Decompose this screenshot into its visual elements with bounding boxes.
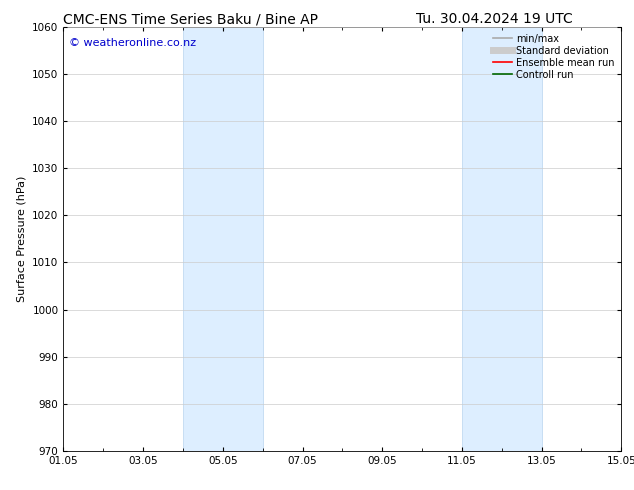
Bar [462,27,541,451]
Text: CMC-ENS Time Series Baku / Bine AP: CMC-ENS Time Series Baku / Bine AP [63,12,318,26]
Legend: min/max, Standard deviation, Ensemble mean run, Controll run: min/max, Standard deviation, Ensemble me… [491,32,616,81]
Text: Tu. 30.04.2024 19 UTC: Tu. 30.04.2024 19 UTC [416,12,573,26]
Bar [183,27,262,451]
Text: © weatheronline.co.nz: © weatheronline.co.nz [69,38,196,48]
Y-axis label: Surface Pressure (hPa): Surface Pressure (hPa) [16,176,27,302]
